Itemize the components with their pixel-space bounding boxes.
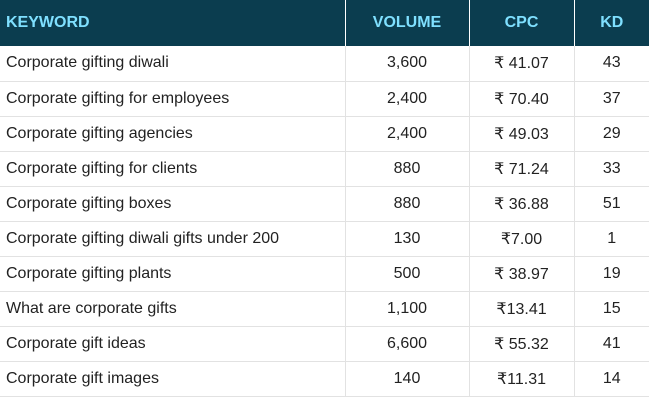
table-row: Corporate gifting plants 500 ₹ 38.97 19 <box>0 256 649 292</box>
kd-cell: 19 <box>574 256 649 292</box>
table-row: What are corporate gifts 1,100 ₹13.41 15 <box>0 291 649 327</box>
column-header-kd[interactable]: KD <box>574 0 649 46</box>
table-row: Corporate gifting diwali gifts under 200… <box>0 221 649 257</box>
table-row: Corporate gifting for clients 880 ₹ 71.2… <box>0 151 649 187</box>
volume-cell: 880 <box>345 151 470 187</box>
cpc-cell: ₹ 38.97 <box>469 256 575 292</box>
volume-cell: 2,400 <box>345 116 470 152</box>
volume-cell: 130 <box>345 221 470 257</box>
volume-cell: 1,100 <box>345 291 470 327</box>
volume-cell: 500 <box>345 256 470 292</box>
table-row: Corporate gifting for employees 2,400 ₹ … <box>0 81 649 117</box>
volume-cell: 2,400 <box>345 81 470 117</box>
cpc-cell: ₹7.00 <box>469 221 575 257</box>
kd-cell: 15 <box>574 291 649 327</box>
keyword-cell: Corporate gift ideas <box>0 326 346 362</box>
keyword-cell: Corporate gifting for employees <box>0 81 346 117</box>
table-row: Corporate gift images 140 ₹11.31 14 <box>0 361 649 397</box>
keyword-cell: Corporate gifting diwali <box>0 46 346 82</box>
kd-cell: 51 <box>574 186 649 222</box>
column-header-keyword[interactable]: KEYWORD <box>0 0 346 46</box>
keyword-cell: What are corporate gifts <box>0 291 346 327</box>
keyword-cell: Corporate gifting agencies <box>0 116 346 152</box>
cpc-cell: ₹13.41 <box>469 291 575 327</box>
keyword-cell: Corporate gift images <box>0 361 346 397</box>
keyword-cell: Corporate gifting plants <box>0 256 346 292</box>
volume-cell: 3,600 <box>345 46 470 82</box>
kd-cell: 41 <box>574 326 649 362</box>
cpc-cell: ₹ 55.32 <box>469 326 575 362</box>
table-row: Corporate gifting agencies 2,400 ₹ 49.03… <box>0 116 649 152</box>
cpc-cell: ₹ 71.24 <box>469 151 575 187</box>
kd-cell: 1 <box>574 221 649 257</box>
table-row: Corporate gifting boxes 880 ₹ 36.88 51 <box>0 186 649 222</box>
kd-cell: 29 <box>574 116 649 152</box>
column-header-volume[interactable]: VOLUME <box>345 0 470 46</box>
cpc-cell: ₹11.31 <box>469 361 575 397</box>
keyword-cell: Corporate gifting for clients <box>0 151 346 187</box>
keyword-cell: Corporate gifting diwali gifts under 200 <box>0 221 346 257</box>
table-row: Corporate gift ideas 6,600 ₹ 55.32 41 <box>0 326 649 362</box>
volume-cell: 140 <box>345 361 470 397</box>
cpc-cell: ₹ 41.07 <box>469 46 575 82</box>
column-header-cpc[interactable]: CPC <box>469 0 575 46</box>
kd-cell: 14 <box>574 361 649 397</box>
volume-cell: 6,600 <box>345 326 470 362</box>
cpc-cell: ₹ 36.88 <box>469 186 575 222</box>
cpc-cell: ₹ 49.03 <box>469 116 575 152</box>
cpc-cell: ₹ 70.40 <box>469 81 575 117</box>
kd-cell: 37 <box>574 81 649 117</box>
kd-cell: 43 <box>574 46 649 82</box>
volume-cell: 880 <box>345 186 470 222</box>
kd-cell: 33 <box>574 151 649 187</box>
table-row: Corporate gifting diwali 3,600 ₹ 41.07 4… <box>0 46 649 82</box>
keyword-cell: Corporate gifting boxes <box>0 186 346 222</box>
header-row: KEYWORD VOLUME CPC KD <box>0 0 649 46</box>
